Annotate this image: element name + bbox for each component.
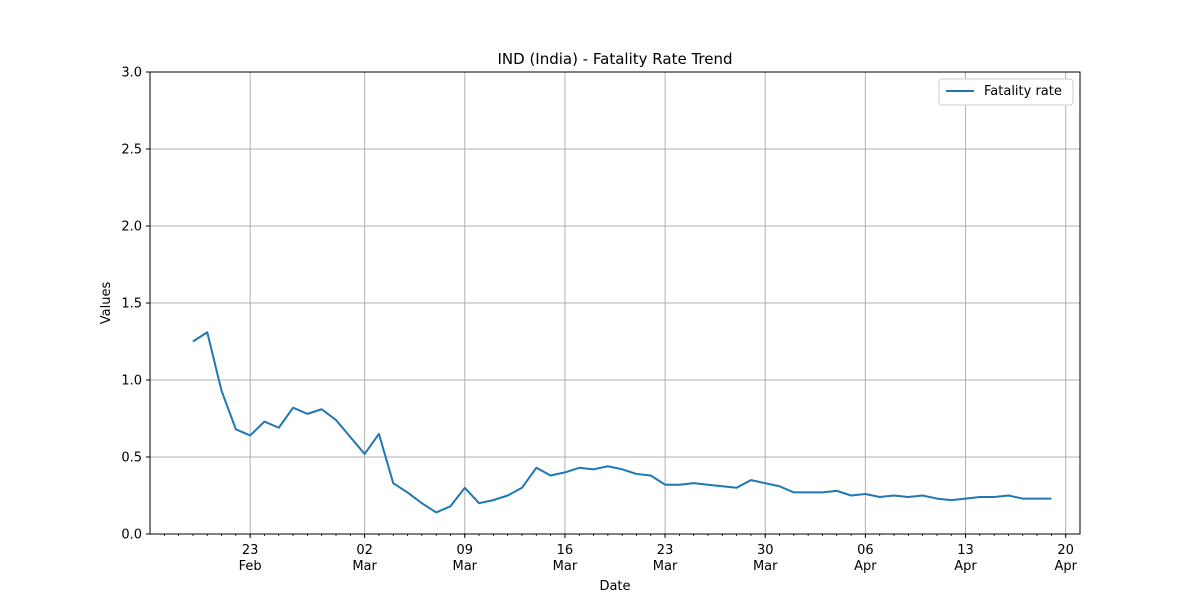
series-line-fatality-rate xyxy=(192,331,1052,514)
x-tick-label-day: 09 xyxy=(456,543,473,558)
chart-title: IND (India) - Fatality Rate Trend xyxy=(497,50,732,68)
x-tick-label-month: Apr xyxy=(954,559,977,574)
y-axis-title: Values xyxy=(99,282,114,325)
x-tick-label-month: Mar xyxy=(753,559,778,574)
y-tick-label: 1.0 xyxy=(121,374,142,389)
y-tick-label: 0.0 xyxy=(121,528,142,543)
x-axis-title: Date xyxy=(599,579,630,594)
x-tick-label-day: 23 xyxy=(242,543,259,558)
series-layer xyxy=(192,331,1052,514)
legend-label: Fatality rate xyxy=(984,84,1062,99)
y-axis: 0.0 0.5 1.0 1.5 2.0 2.5 3.0 xyxy=(121,66,150,543)
x-tick-label-month: Mar xyxy=(352,559,377,574)
x-tick-label-day: 30 xyxy=(757,543,774,558)
y-tick-label: 3.0 xyxy=(121,66,142,81)
x-tick-label-day: 20 xyxy=(1057,543,1074,558)
x-tick-label-day: 16 xyxy=(557,543,574,558)
x-tick-label-month: Apr xyxy=(854,559,877,574)
x-tick-label-month: Mar xyxy=(653,559,678,574)
legend: Fatality rate xyxy=(938,78,1074,106)
legend-box xyxy=(938,78,1074,106)
x-tick-label-day: 06 xyxy=(857,543,874,558)
x-axis: 23Feb02Mar09Mar16Mar23Mar30Mar06Apr13Apr… xyxy=(163,534,1078,574)
x-tick-label-month: Mar xyxy=(553,559,578,574)
x-tick-label-month: Feb xyxy=(239,559,262,574)
y-tick-label: 1.5 xyxy=(121,297,142,312)
x-tick-label-day: 13 xyxy=(957,543,974,558)
x-tick-label-day: 23 xyxy=(657,543,674,558)
y-tick-label: 0.5 xyxy=(121,451,142,466)
x-tick-label-month: Mar xyxy=(453,559,478,574)
x-tick-label-day: 02 xyxy=(356,543,373,558)
y-tick-label: 2.0 xyxy=(121,220,142,235)
x-tick-label-month: Apr xyxy=(1054,559,1077,574)
y-tick-label: 2.5 xyxy=(121,143,142,158)
